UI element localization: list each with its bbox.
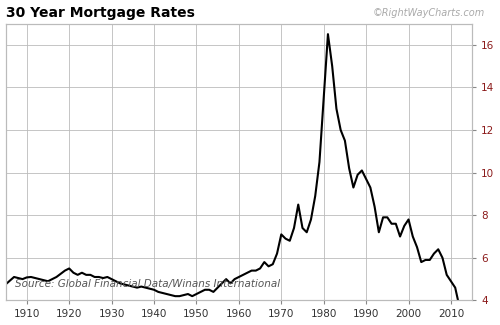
Text: Source: Global Financial Data/Winans International: Source: Global Financial Data/Winans Int…	[15, 280, 280, 289]
Text: ©RightWayCharts.com: ©RightWayCharts.com	[373, 8, 485, 18]
Text: 30 Year Mortgage Rates: 30 Year Mortgage Rates	[6, 6, 194, 20]
